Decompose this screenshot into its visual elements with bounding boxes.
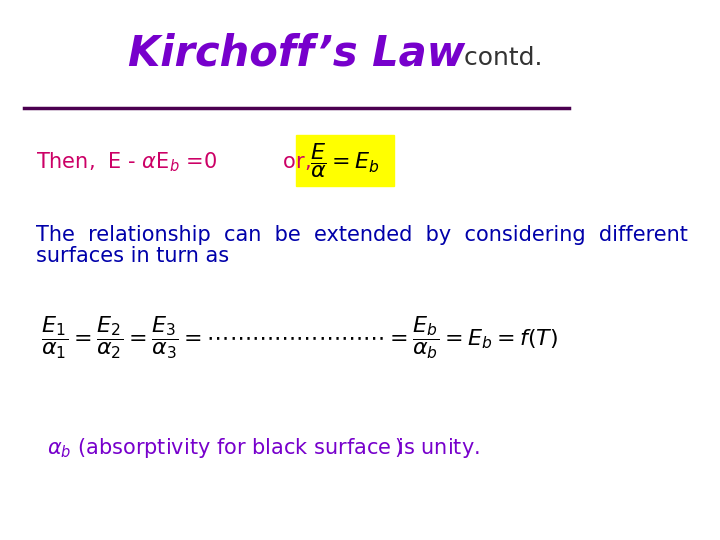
Text: ): ) — [394, 438, 402, 458]
Text: $\dfrac{E_1}{\alpha_1}=\dfrac{E_2}{\alpha_2}=\dfrac{E_3}{\alpha_3}=$$\cdots\cdot: $\dfrac{E_1}{\alpha_1}=\dfrac{E_2}{\alph… — [42, 314, 559, 361]
Text: Kirchoff’s Law: Kirchoff’s Law — [127, 33, 465, 75]
Text: surfaces in turn as: surfaces in turn as — [35, 246, 229, 267]
Text: contd.: contd. — [456, 46, 543, 70]
Text: Then,  E - $\alpha$E$_b$ =0          or,: Then, E - $\alpha$E$_b$ =0 or, — [35, 150, 310, 174]
Text: $\dfrac{E}{\alpha} = E_b$: $\dfrac{E}{\alpha} = E_b$ — [310, 141, 380, 180]
Text: $\alpha_b$ (absorptivity for black surface is unity.: $\alpha_b$ (absorptivity for black surfa… — [48, 436, 480, 460]
FancyBboxPatch shape — [297, 135, 394, 186]
Text: The  relationship  can  be  extended  by  considering  different: The relationship can be extended by cons… — [35, 225, 688, 245]
